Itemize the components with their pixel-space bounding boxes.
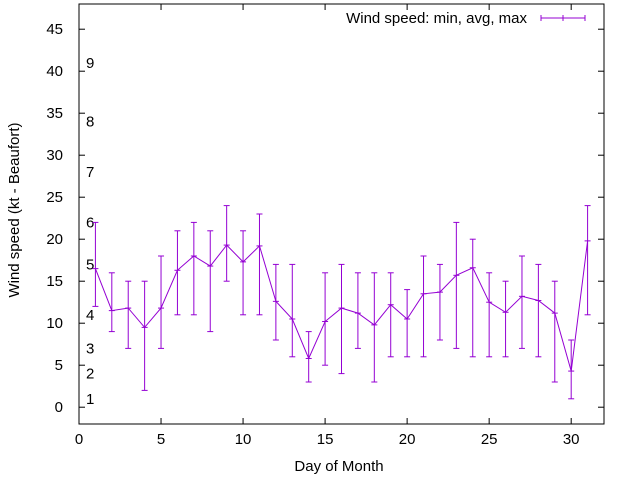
x-axis-label: Day of Month	[294, 458, 383, 475]
beaufort-label: 7	[86, 164, 94, 181]
y-tick-label: 40	[46, 63, 63, 80]
beaufort-label: 3	[86, 340, 94, 357]
beaufort-label: 6	[86, 214, 94, 231]
plot-frame	[78, 3, 605, 425]
y-tick-label: 25	[46, 189, 63, 206]
y-tick-label: 15	[46, 273, 63, 290]
y-tick-label: 30	[46, 147, 63, 164]
x-tick-label: 30	[563, 431, 580, 448]
legend: Wind speed: min, avg, max	[346, 10, 586, 27]
y-axis-label: Wind speed (kt - Beaufort)	[6, 122, 23, 297]
legend-label: Wind speed: min, avg, max	[346, 10, 527, 27]
x-tick-label: 15	[317, 431, 334, 448]
y-tick-label: 5	[55, 357, 63, 374]
y-tick-label: 20	[46, 231, 63, 248]
x-tick-label: 10	[235, 431, 252, 448]
beaufort-label: 5	[86, 256, 94, 273]
beaufort-label: 8	[86, 114, 94, 131]
x-tick-label: 5	[157, 431, 165, 448]
beaufort-label: 9	[86, 55, 94, 72]
plot-border	[78, 3, 605, 425]
y-tick-label: 35	[46, 105, 63, 122]
beaufort-label: 1	[86, 391, 94, 408]
y-tick-label: 10	[46, 315, 63, 332]
x-tick-label: 0	[75, 431, 83, 448]
x-tick-label: 20	[399, 431, 416, 448]
beaufort-label: 4	[86, 307, 94, 324]
y-tick-label: 45	[46, 21, 63, 38]
series-wind-speed	[92, 205, 591, 400]
beaufort-label: 2	[86, 366, 94, 383]
x-tick-label: 25	[481, 431, 498, 448]
y-tick-label: 0	[55, 399, 63, 416]
beaufort-labels: 1 2 3 4 5 6 7 8 9	[86, 55, 94, 408]
